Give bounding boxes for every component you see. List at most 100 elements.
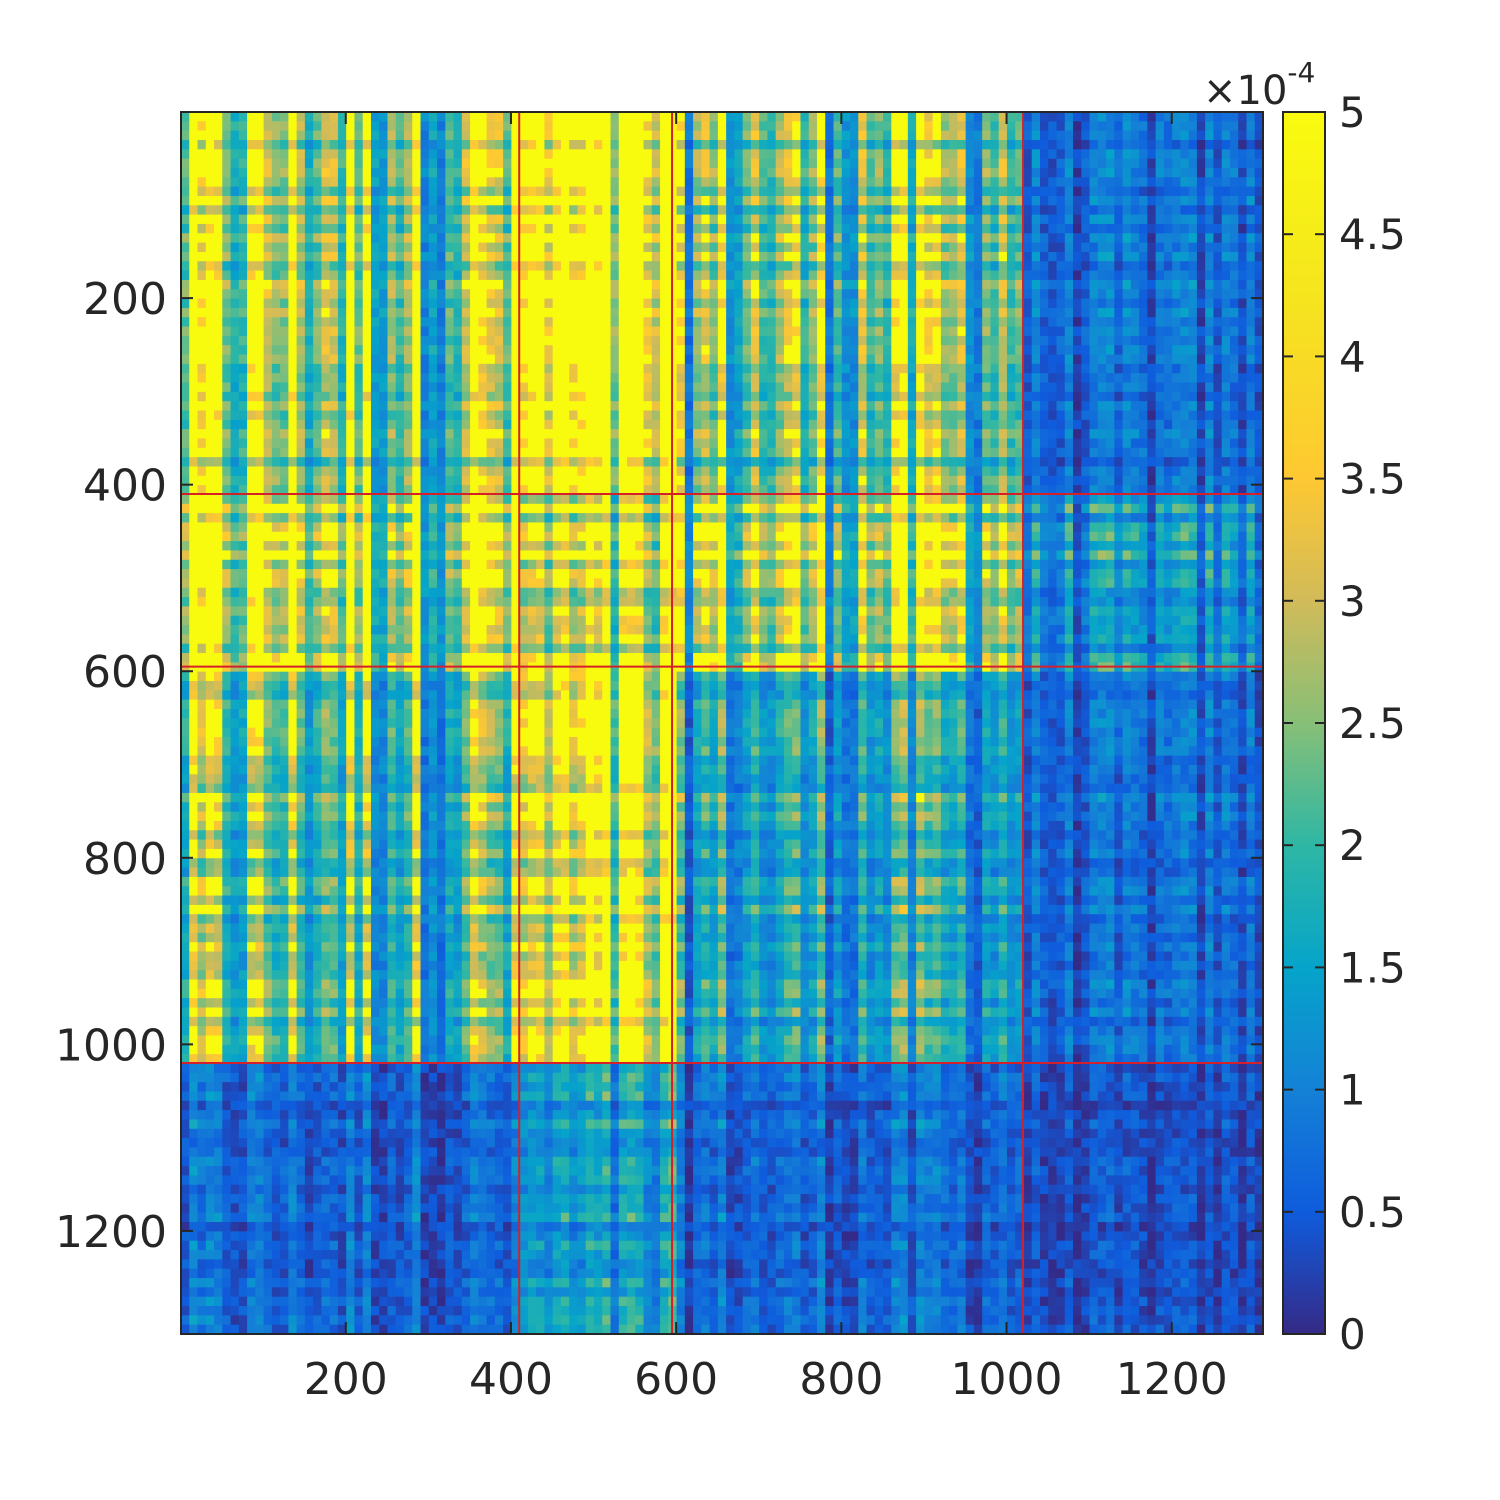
heatmap-cell [1122,438,1132,449]
heatmap-cell [850,112,859,122]
heatmap-cell [255,307,265,318]
heatmap-cell [412,251,422,262]
heatmap-cell [957,139,967,150]
heatmap-cell [998,419,1008,430]
heatmap-cell [445,270,455,281]
heatmap-cell [1221,429,1231,440]
heatmap-cell [1163,419,1173,430]
heatmap-cell [750,186,760,197]
heatmap-cell [841,419,851,430]
heatmap-cell [998,326,1008,337]
heatmap-cell [470,214,479,225]
heatmap-cell [1073,270,1082,281]
heatmap-cell [883,251,892,262]
heatmap-cell [767,233,777,244]
heatmap-cell [420,158,430,169]
heatmap-cell [990,429,1000,440]
heatmap-cell [775,345,785,356]
heatmap-cell [932,373,942,384]
heatmap-cell [387,177,397,188]
heatmap-cell [379,335,389,346]
heatmap-cell [841,186,851,197]
heatmap-cell [552,205,562,216]
heatmap-cell [858,317,868,328]
heatmap-cell [387,382,397,393]
heatmap-cell [833,251,843,262]
heatmap-cell [1006,214,1016,225]
heatmap-cell [998,177,1008,188]
heatmap-cell [288,223,298,234]
heatmap-cell [627,429,636,440]
heatmap-cell [494,373,504,384]
heatmap-cell [816,261,826,272]
heatmap-cell [445,205,455,216]
heatmap-cell [899,447,909,458]
heatmap-cell [593,261,603,272]
heatmap-cell [1122,139,1132,150]
heatmap-cell [445,251,455,262]
heatmap-cell [693,345,702,356]
heatmap-cell [932,354,942,365]
heatmap-cell [437,289,446,300]
heatmap-cell [1155,149,1165,160]
heatmap-cell [709,223,719,234]
heatmap-cell [709,149,719,160]
heatmap-cell [346,270,356,281]
heatmap-cell [1081,233,1091,244]
heatmap-cell [1130,401,1140,412]
heatmap-cell [1122,307,1132,318]
heatmap-cell [494,177,504,188]
heatmap-cell [255,233,265,244]
heatmap-cell [354,373,364,384]
heatmap-cell [767,270,777,281]
heatmap-cell [1015,391,1025,402]
heatmap-cell [775,307,785,318]
heatmap-cell [238,251,248,262]
heatmap-cell [1246,373,1256,384]
heatmap-cell [263,326,273,337]
heatmap-cell [1147,391,1157,402]
heatmap-cell [577,270,587,281]
heatmap-cell [990,354,1000,365]
heatmap-cell [519,363,529,374]
heatmap-cell [858,177,868,188]
heatmap-cell [470,223,479,234]
heatmap-cell [205,354,215,365]
heatmap-cell [1254,205,1263,216]
heatmap-cell [337,158,347,169]
heatmap-cell [1114,205,1124,216]
heatmap-cell [800,158,810,169]
heatmap-cell [181,466,190,477]
heatmap-cell [412,158,422,169]
heatmap-cell [899,270,909,281]
heatmap-cell [577,223,587,234]
heatmap-cell [750,289,760,300]
heatmap-cell [519,335,529,346]
heatmap-cell [552,447,562,458]
heatmap-cell [858,298,868,309]
heatmap-cell [230,177,240,188]
heatmap-cell [1048,429,1058,440]
heatmap-cell [181,279,190,290]
heatmap-cell [618,233,628,244]
heatmap-cell [280,401,289,412]
heatmap-cell [354,335,364,346]
heatmap-cell [750,401,760,412]
heatmap-cell [767,298,777,309]
heatmap-cell [337,130,347,141]
heatmap-cell [709,261,719,272]
heatmap-cell [486,167,496,178]
heatmap-cell [280,382,289,393]
heatmap-cell [313,401,323,412]
heatmap-cell [527,214,537,225]
heatmap-cell [486,317,496,328]
heatmap-cell [717,223,727,234]
heatmap-cell [990,112,1000,122]
heatmap-cell [428,391,438,402]
heatmap-cell [940,373,950,384]
heatmap-cell [775,177,785,188]
heatmap-cell [1023,382,1033,393]
heatmap-cell [775,447,785,458]
heatmap-cell [304,382,314,393]
heatmap-cell [1180,251,1190,262]
